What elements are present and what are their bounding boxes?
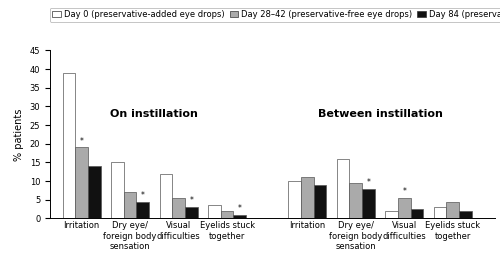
- Bar: [446, 202, 459, 218]
- Bar: [398, 198, 410, 218]
- Legend: Day 0 (preservative-added eye drops), Day 28–42 (preservative-free eye drops), D: Day 0 (preservative-added eye drops), Da…: [50, 8, 500, 22]
- Bar: [62, 73, 76, 218]
- Text: *: *: [190, 196, 193, 205]
- Bar: [111, 162, 124, 218]
- Y-axis label: % patients: % patients: [14, 108, 24, 161]
- Bar: [410, 209, 424, 218]
- Bar: [88, 166, 101, 218]
- Bar: [221, 211, 234, 218]
- Text: *: *: [402, 187, 406, 196]
- Bar: [350, 183, 362, 218]
- Text: On instillation: On instillation: [110, 109, 198, 119]
- Text: *: *: [141, 191, 144, 200]
- Text: *: *: [366, 178, 370, 187]
- Bar: [434, 207, 446, 218]
- Bar: [459, 211, 472, 218]
- Bar: [124, 192, 136, 218]
- Bar: [76, 148, 88, 218]
- Bar: [337, 159, 349, 218]
- Bar: [172, 198, 185, 218]
- Text: *: *: [238, 204, 242, 213]
- Bar: [301, 177, 314, 218]
- Bar: [234, 215, 246, 218]
- Text: Between instillation: Between instillation: [318, 109, 442, 119]
- Bar: [208, 205, 221, 218]
- Bar: [362, 188, 375, 218]
- Bar: [386, 211, 398, 218]
- Bar: [136, 202, 149, 218]
- Bar: [314, 185, 326, 218]
- Text: *: *: [80, 137, 84, 146]
- Bar: [185, 207, 198, 218]
- Bar: [288, 181, 301, 218]
- Bar: [160, 174, 172, 218]
